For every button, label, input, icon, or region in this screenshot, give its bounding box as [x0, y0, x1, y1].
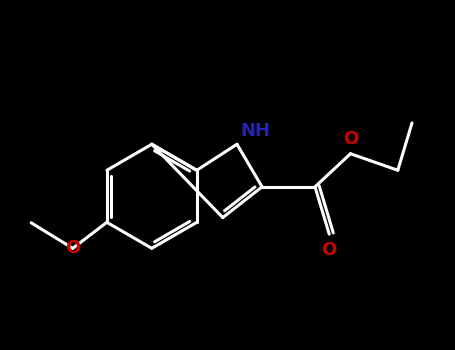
Text: O: O	[322, 241, 337, 259]
Text: O: O	[343, 130, 358, 148]
Text: O: O	[65, 239, 81, 257]
Text: NH: NH	[241, 121, 271, 140]
